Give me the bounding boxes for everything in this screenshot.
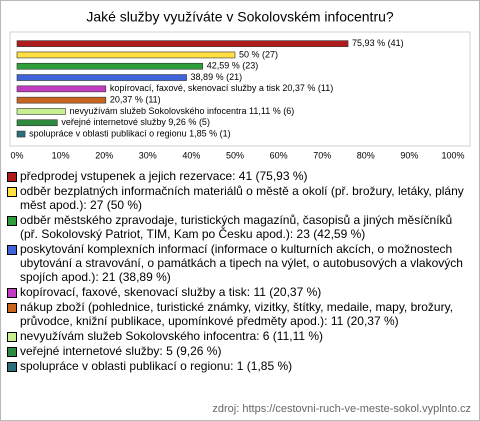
x-tick-label: 20% xyxy=(95,150,113,160)
data-label: 20,37 % (11) xyxy=(110,95,161,105)
x-tick-label: 80% xyxy=(357,150,375,160)
legend-label: předprodej vstupenek a jejich rezervace:… xyxy=(20,169,308,183)
legend-swatch xyxy=(7,332,17,342)
legend-label: poskytování komplexních informací (infor… xyxy=(20,242,463,284)
legend-item: poskytování komplexních informací (infor… xyxy=(7,242,473,284)
legend-item: odběr městského zpravodaje, turistických… xyxy=(7,213,473,241)
legend-item: kopírovací, faxové, skenovací služby a t… xyxy=(7,285,473,299)
bar xyxy=(16,119,58,127)
legend-item: nákup zboží (pohlednice, turistické znám… xyxy=(7,300,473,328)
data-label: 50 % (27) xyxy=(239,49,278,59)
data-label: nevyužívám služeb Sokolovského infocentr… xyxy=(69,106,294,116)
data-label: veřejné internetové služby 9,26 % (5) xyxy=(61,117,210,127)
bar xyxy=(16,51,236,59)
x-tick-label: 0% xyxy=(10,150,23,160)
bar xyxy=(16,96,107,104)
x-tick-label: 10% xyxy=(52,150,70,160)
legend-item: předprodej vstupenek a jejich rezervace:… xyxy=(7,169,473,183)
x-tick-label: 90% xyxy=(400,150,418,160)
legend-label: spolupráce v oblasti publikací o regionu… xyxy=(20,359,293,373)
legend: předprodej vstupenek a jejich rezervace:… xyxy=(7,169,473,374)
bar xyxy=(16,40,349,47)
source: zdroj: https://cestovni-ruch-ve-meste-so… xyxy=(212,403,471,415)
bar xyxy=(16,74,187,81)
legend-swatch xyxy=(7,362,17,372)
legend-swatch xyxy=(7,288,17,298)
legend-item: nevyužívám služeb Sokolovského infocentr… xyxy=(7,329,473,343)
legend-label: nevyužívám služeb Sokolovského infocentr… xyxy=(20,329,324,343)
bar xyxy=(16,130,26,138)
data-label: 42,59 % (23) xyxy=(207,61,259,71)
x-tick-label: 40% xyxy=(182,150,200,160)
legend-item: odběr bezplatných informačních materiálů… xyxy=(7,184,473,212)
data-label: 38,89 % (21) xyxy=(191,72,243,82)
x-tick-label: 30% xyxy=(139,150,157,160)
data-label: spolupráce v oblasti publikací o regionu… xyxy=(29,128,231,138)
plot-frame xyxy=(9,31,471,147)
legend-swatch xyxy=(7,303,17,313)
legend-swatch xyxy=(7,216,17,226)
chart: Jaké služby využíváte v Sokolovském info… xyxy=(9,9,471,160)
x-tick-label: 50% xyxy=(226,150,244,160)
legend-label: odběr městského zpravodaje, turistických… xyxy=(20,213,453,241)
legend-label: veřejné internetové služby: 5 (9,26 %) xyxy=(20,344,222,358)
x-tick-label: 70% xyxy=(313,150,331,160)
bar xyxy=(16,108,66,115)
legend-swatch xyxy=(7,347,17,357)
legend-label: kopírovací, faxové, skenovací služby a t… xyxy=(20,285,322,299)
bar xyxy=(16,85,107,93)
x-tick-label: 60% xyxy=(270,150,288,160)
chart-title: Jaké služby využíváte v Sokolovském info… xyxy=(86,9,394,25)
legend-swatch xyxy=(7,172,17,182)
legend-item: veřejné internetové služby: 5 (9,26 %) xyxy=(7,344,473,358)
data-label: kopírovací, faxové, skenovací služby a t… xyxy=(110,83,333,93)
legend-swatch xyxy=(7,187,17,197)
legend-item: spolupráce v oblasti publikací o regionu… xyxy=(7,359,473,373)
bar xyxy=(16,62,203,70)
legend-swatch xyxy=(7,245,17,255)
legend-label: odběr bezplatných informačních materiálů… xyxy=(20,184,464,212)
legend-label: nákup zboží (pohlednice, turistické znám… xyxy=(20,300,454,328)
x-tick-label: 100% xyxy=(441,150,464,160)
data-label: 75,93 % (41) xyxy=(352,38,404,48)
